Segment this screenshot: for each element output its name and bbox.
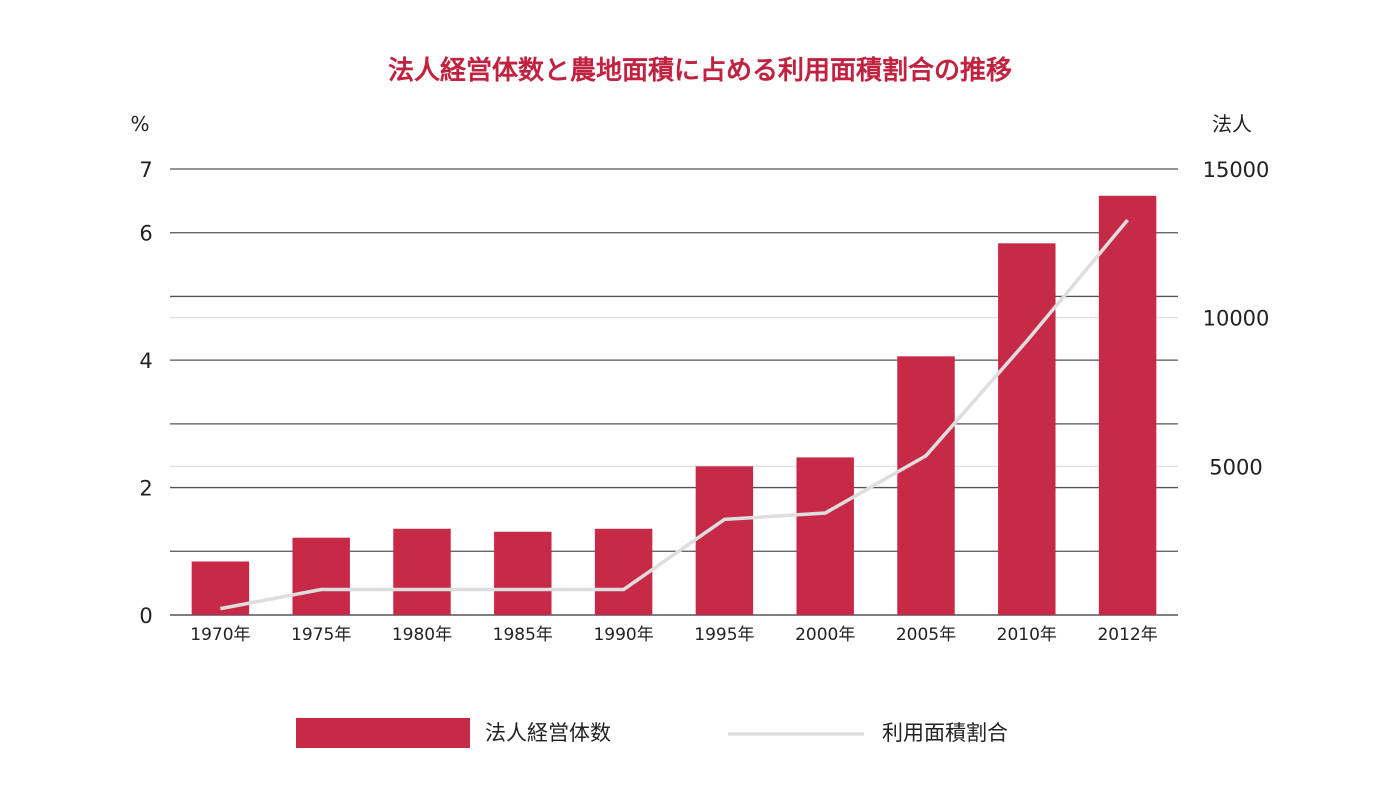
x-axis-ticks: 1970年 1975年 1980年 1985年 1990年 1995年 2000年 2005年…	[190, 625, 1157, 645]
right-axis-unit: 法人	[1212, 112, 1252, 136]
x-tick-label: 1985年	[493, 625, 553, 645]
legend-bar-swatch	[296, 718, 470, 748]
x-tick-label: 2012年	[1097, 625, 1157, 645]
left-tick-label: 2	[139, 477, 152, 501]
x-tick-label: 2010年	[997, 625, 1057, 645]
right-axis-ticks: 5000 10000 15000	[1203, 158, 1270, 479]
bar	[796, 457, 854, 615]
bar	[594, 528, 653, 615]
legend-bar-label: 法人経営体数	[485, 721, 611, 745]
right-tick-label: 15000	[1203, 158, 1270, 182]
x-tick-label: 2005年	[896, 625, 956, 645]
bar-series	[191, 195, 1157, 616]
left-tick-label: 7	[139, 158, 152, 182]
chart-title: 法人経営体数と農地面積に占める利用面積割合の推移	[388, 55, 1012, 86]
line-series	[220, 218, 1129, 611]
series-line	[220, 218, 1129, 611]
bar	[897, 356, 955, 615]
legend: 法人経営体数 利用面積割合	[296, 718, 1008, 748]
bar	[494, 531, 552, 615]
left-tick-label: 4	[139, 349, 152, 373]
right-tick-label: 5000	[1209, 455, 1262, 479]
bar	[695, 466, 754, 615]
x-tick-label: 2000年	[795, 625, 855, 645]
bar	[998, 243, 1056, 616]
x-tick-label: 1980年	[392, 625, 452, 645]
bar	[393, 528, 451, 615]
x-tick-label: 1975年	[291, 625, 351, 645]
right-tick-label: 10000	[1203, 307, 1270, 331]
x-tick-label: 1990年	[593, 625, 653, 645]
left-axis-unit: %	[130, 112, 149, 136]
legend-line-label: 利用面積割合	[882, 721, 1008, 745]
left-tick-label: 0	[139, 604, 152, 628]
left-tick-label: 6	[139, 222, 152, 246]
bar	[292, 537, 350, 615]
x-tick-label: 1995年	[694, 625, 754, 645]
bar	[1098, 195, 1157, 615]
x-tick-label: 1970年	[190, 625, 250, 645]
left-axis-ticks: 0 2 4 6 7	[139, 158, 152, 628]
